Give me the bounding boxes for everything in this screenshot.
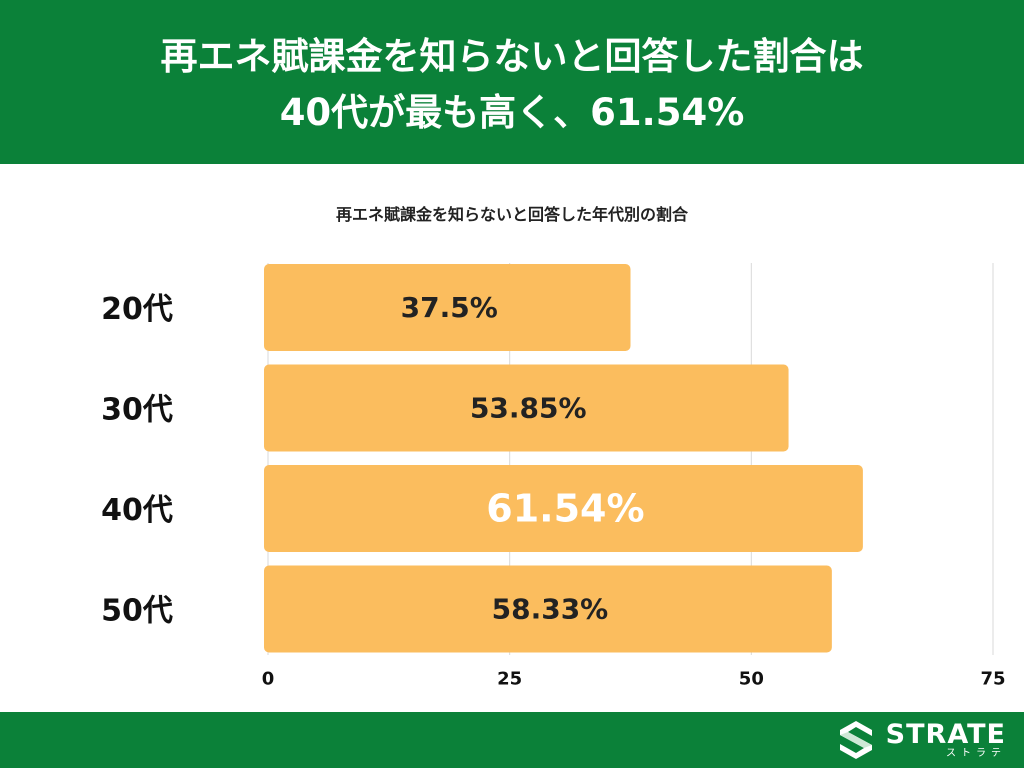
bar (264, 364, 789, 452)
bar (264, 465, 863, 552)
data-label: 37.5% (401, 291, 498, 324)
chart-title: 再エネ賦課金を知らないと回答した年代別の割合 (335, 205, 688, 224)
strate-s-logo-icon (839, 721, 872, 759)
brand-logo: STRATE ストラテ (834, 718, 1006, 762)
brand-name: STRATE (885, 718, 1006, 750)
headline-line-2: 40代が最も高く、61.54% (279, 91, 745, 134)
data-label: 61.54% (486, 487, 644, 531)
category-label: 30代 (101, 393, 173, 428)
footer-banner: STRATE ストラテ (0, 712, 1024, 768)
category-label: 20代 (101, 292, 173, 327)
bar (264, 565, 832, 653)
header-banner: 再エネ賦課金を知らないと回答した割合は 40代が最も高く、61.54% (0, 0, 1024, 164)
x-tick-label: 50 (739, 669, 764, 690)
category-label: 50代 (101, 594, 173, 629)
data-label: 53.85% (470, 392, 587, 425)
x-tick-label: 75 (980, 669, 1005, 690)
bar (264, 264, 631, 351)
data-label: 58.33% (492, 593, 609, 626)
headline-line-1: 再エネ賦課金を知らないと回答した割合は (160, 35, 864, 78)
x-tick-label: 0 (262, 669, 275, 690)
x-tick-label: 25 (497, 669, 522, 690)
category-label: 40代 (101, 493, 173, 528)
brand-subtitle: ストラテ (946, 747, 1006, 759)
